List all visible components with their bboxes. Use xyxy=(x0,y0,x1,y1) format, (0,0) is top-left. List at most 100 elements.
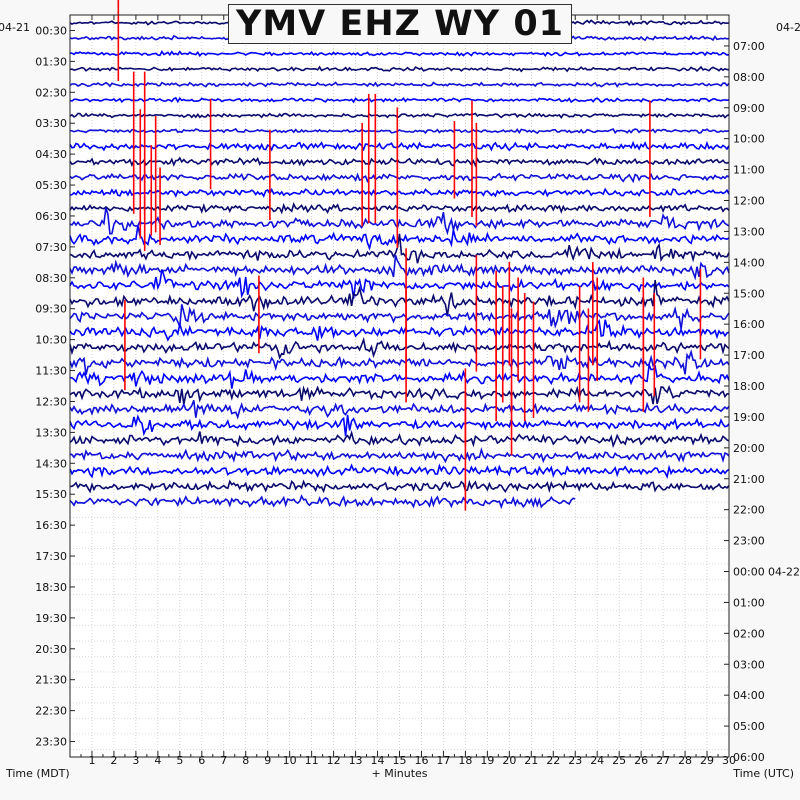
left-time-label: 00:30 xyxy=(35,24,67,37)
x-tick-label: 13 xyxy=(349,754,363,767)
right-time-label: 00:00 xyxy=(733,566,765,579)
left-time-label: 06:30 xyxy=(35,210,67,223)
trace-row xyxy=(69,207,730,236)
right-time-label: 11:00 xyxy=(733,164,765,177)
trace-row xyxy=(69,96,730,104)
right-axis-label: Time (UTC) xyxy=(732,767,794,780)
right-time-label: 17:00 xyxy=(733,349,765,362)
x-tick-label: 29 xyxy=(700,754,714,767)
x-tick-label: 25 xyxy=(612,754,626,767)
right-time-label: 15:00 xyxy=(733,287,765,300)
x-tick-label: 21 xyxy=(524,754,538,767)
trigger-marks xyxy=(117,0,702,511)
axis-labels: 1 2 3 4 5 6 7 8 9 10 11 12 13 14 15 16 17 18 19 20 21 22 23 24 2… xyxy=(0,21,800,780)
x-tick-label: 22 xyxy=(546,754,560,767)
x-tick-label: 2 xyxy=(110,754,117,767)
right-time-label: 01:00 xyxy=(733,596,765,609)
left-time-label: 23:30 xyxy=(35,736,67,749)
left-time-label: 19:30 xyxy=(35,612,67,625)
right-time-label: 19:00 xyxy=(733,411,765,424)
right-time-label: 20:00 xyxy=(733,442,765,455)
trace-row xyxy=(69,187,730,198)
left-time-label: 10:30 xyxy=(35,334,67,347)
trace-row xyxy=(69,255,730,281)
left-time-label: 07:30 xyxy=(35,241,67,254)
trace-row xyxy=(69,50,730,58)
trace-row xyxy=(69,81,730,88)
trace-row xyxy=(69,463,730,479)
trace-row xyxy=(69,279,730,316)
left-time-label: 09:30 xyxy=(35,303,67,316)
trace-row xyxy=(69,429,730,449)
x-tick-label: 14 xyxy=(371,754,385,767)
right-time-label: 18:00 xyxy=(733,380,765,393)
trace-row xyxy=(69,348,730,375)
trace-row xyxy=(69,361,730,389)
left-time-label: 08:30 xyxy=(35,272,67,285)
right-date-label: 04-2 xyxy=(776,21,800,34)
right-next-date-label: 04-22 xyxy=(768,566,800,579)
right-time-label: 06:00 xyxy=(733,751,765,764)
x-tick-label: 19 xyxy=(480,754,494,767)
x-tick-label: 30 xyxy=(722,754,736,767)
trace-row xyxy=(69,446,730,464)
right-time-label: 12:00 xyxy=(733,195,765,208)
x-tick-label: 3 xyxy=(132,754,139,767)
x-tick-label: 15 xyxy=(393,754,407,767)
x-axis-label: + Minutes xyxy=(371,767,427,780)
right-time-label: 13:00 xyxy=(733,225,765,238)
left-date-label: 04-21 xyxy=(0,21,30,34)
x-tick-label: 23 xyxy=(568,754,582,767)
trace-row xyxy=(69,336,730,360)
left-time-label: 22:30 xyxy=(35,705,67,718)
x-tick-label: 11 xyxy=(305,754,319,767)
x-tick-label: 10 xyxy=(283,754,297,767)
left-time-label: 03:30 xyxy=(35,117,67,130)
x-tick-label: 16 xyxy=(414,754,428,767)
trace-row xyxy=(69,384,729,405)
right-time-label: 05:00 xyxy=(733,720,765,733)
left-time-label: 18:30 xyxy=(35,581,67,594)
chart-title-box: YMV EHZ WY 01 xyxy=(228,4,572,44)
left-time-label: 17:30 xyxy=(35,550,67,563)
trace-row xyxy=(69,127,730,135)
trace-row xyxy=(69,140,730,152)
x-tick-label: 26 xyxy=(634,754,648,767)
left-time-label: 15:30 xyxy=(35,488,67,501)
plot-grid xyxy=(69,15,730,757)
x-tick-label: 1 xyxy=(88,754,95,767)
left-time-label: 01:30 xyxy=(35,55,67,68)
left-time-label: 11:30 xyxy=(35,365,67,378)
right-time-label: 14:00 xyxy=(733,256,765,269)
trace-row xyxy=(69,494,576,510)
trace-row xyxy=(69,65,730,73)
right-time-label: 23:00 xyxy=(733,535,765,548)
right-time-label: 22:00 xyxy=(733,504,765,517)
right-time-label: 03:00 xyxy=(733,658,765,671)
left-time-label: 16:30 xyxy=(35,519,67,532)
trace-row xyxy=(69,233,730,264)
x-tick-label: 18 xyxy=(458,754,472,767)
left-axis-label: Time (MDT) xyxy=(5,767,70,780)
trace-row xyxy=(69,414,730,437)
x-tick-label: 7 xyxy=(220,754,227,767)
right-time-label: 16:00 xyxy=(733,318,765,331)
x-tick-label: 24 xyxy=(590,754,604,767)
trace-row xyxy=(69,156,730,168)
x-tick-label: 12 xyxy=(327,754,341,767)
right-time-label: 02:00 xyxy=(733,627,765,640)
right-time-label: 10:00 xyxy=(733,133,765,146)
left-time-label: 02:30 xyxy=(35,86,67,99)
x-tick-label: 17 xyxy=(436,754,450,767)
x-tick-label: 5 xyxy=(176,754,183,767)
seismic-traces xyxy=(69,19,730,510)
right-time-label: 09:00 xyxy=(733,102,765,115)
x-tick-label: 27 xyxy=(656,754,670,767)
left-time-label: 04:30 xyxy=(35,148,67,161)
trace-row xyxy=(69,319,730,342)
x-tick-label: 4 xyxy=(154,754,161,767)
left-time-label: 21:30 xyxy=(35,674,67,687)
right-time-label: 08:00 xyxy=(733,71,765,84)
x-tick-label: 20 xyxy=(502,754,516,767)
